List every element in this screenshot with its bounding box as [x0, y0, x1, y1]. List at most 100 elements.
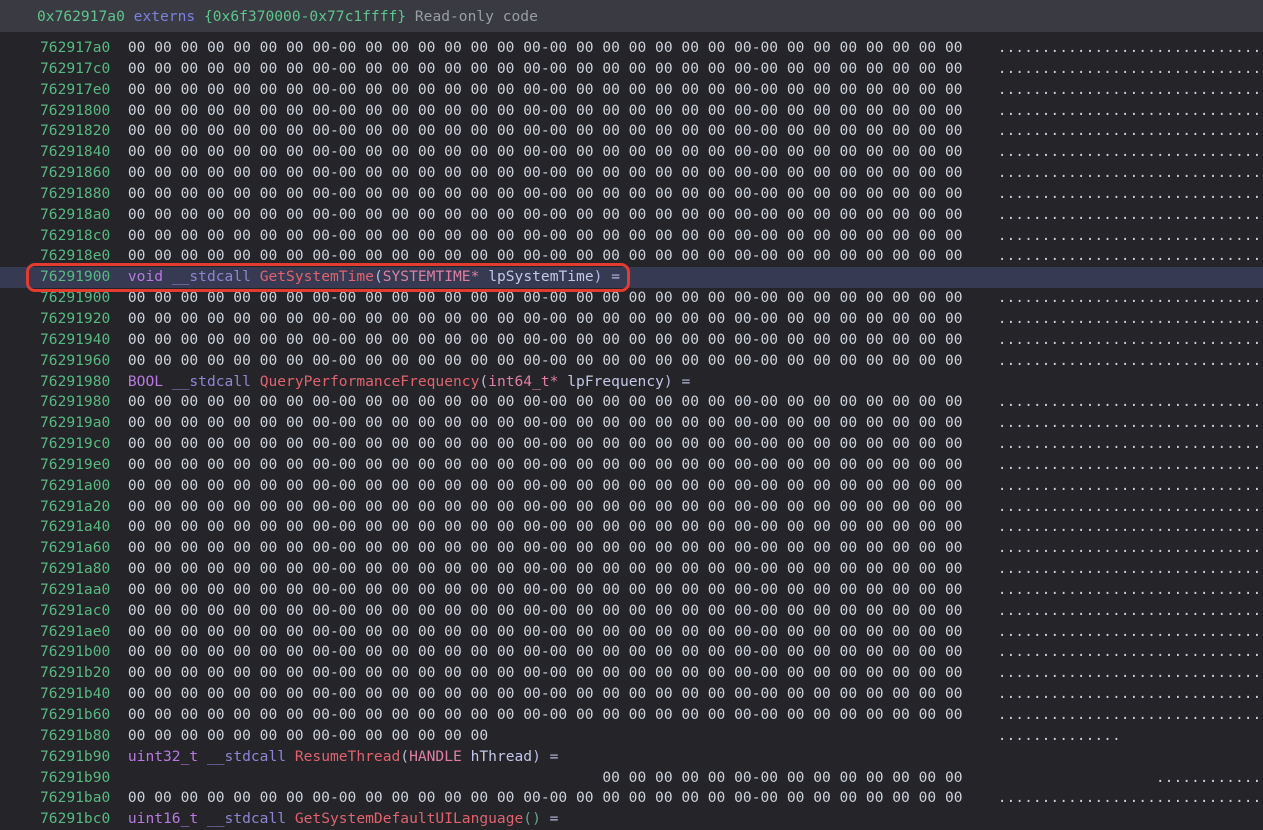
- hex-dump-row[interactable]: 76291b90 00 00 00 00 00 00-00 00 00 00 0…: [0, 768, 1263, 789]
- hex-dump-row[interactable]: 762918a0 00 00 00 00 00 00 00 00-00 00 0…: [0, 205, 1263, 226]
- column-gap: [963, 498, 998, 515]
- ascii-column: ................................: [997, 101, 1263, 119]
- token-param-type: SYSTEMTIME*: [382, 268, 480, 286]
- hex-dump-row[interactable]: 76291b80 00 00 00 00 00 00 00 00-00 00 0…: [0, 726, 1263, 747]
- hex-bytes: 00 00 00 00 00 00 00 00-00 00 00 00 00 0…: [127, 101, 963, 119]
- token-space: [286, 748, 295, 765]
- hex-bytes: 00 00 00 00 00 00 00 00-00 00 00 00 00 0…: [127, 497, 963, 515]
- ascii-column: ................................: [997, 497, 1263, 515]
- declaration-row[interactable]: 76291980 BOOL __stdcall QueryPerformance…: [0, 372, 1263, 393]
- column-gap: [963, 456, 998, 473]
- hex-dump-row[interactable]: 76291b40 00 00 00 00 00 00 00 00-00 00 0…: [0, 684, 1263, 705]
- ascii-column: ................................: [997, 539, 1263, 557]
- ascii-column: ................................: [997, 560, 1263, 578]
- hex-dump-row[interactable]: 76291880 00 00 00 00 00 00 00 00-00 00 0…: [0, 184, 1263, 205]
- token-calling-convention: __stdcall: [171, 372, 251, 390]
- address-label: 76291b90: [40, 747, 111, 765]
- hex-dump-row[interactable]: 762918c0 00 00 00 00 00 00 00 00-00 00 0…: [0, 226, 1263, 247]
- hex-view[interactable]: 762917a0 00 00 00 00 00 00 00 00-00 00 0…: [0, 32, 1263, 830]
- declaration-row[interactable]: 76291b90 uint32_t __stdcall ResumeThread…: [0, 747, 1263, 768]
- hex-dump-row[interactable]: 762919a0 00 00 00 00 00 00 00 00-00 00 0…: [0, 413, 1263, 434]
- token-param-name: lpSystemTime: [488, 268, 594, 286]
- address-label: 76291940: [40, 330, 111, 348]
- hex-dump-row[interactable]: 76291b20 00 00 00 00 00 00 00 00-00 00 0…: [0, 663, 1263, 684]
- hex-dump-row[interactable]: 76291ac0 00 00 00 00 00 00 00 00-00 00 0…: [0, 601, 1263, 622]
- column-gap: [963, 602, 998, 619]
- hex-dump-row[interactable]: 76291ae0 00 00 00 00 00 00 00 00-00 00 0…: [0, 622, 1263, 643]
- column-gap: [963, 39, 998, 56]
- ascii-column: ..............: [997, 768, 1263, 786]
- hex-bytes: 00 00 00 00 00 00 00 00-00 00 00 00 00 0…: [127, 560, 963, 578]
- column-gap: [963, 60, 998, 77]
- token-punctuation: ) =: [663, 372, 691, 390]
- address-label: 76291800: [40, 101, 111, 119]
- address-label: 76291900: [40, 268, 111, 286]
- hex-bytes: 00 00 00 00 00 00 00 00-00 00 00 00 00 0…: [127, 539, 963, 557]
- column-gap: [963, 664, 998, 681]
- hex-bytes: 00 00 00 00 00 00 00 00-00 00 00 00 00 0…: [127, 518, 963, 536]
- ascii-column: ................................: [997, 309, 1263, 327]
- hex-dump-row[interactable]: 762917a0 00 00 00 00 00 00 00 00-00 00 0…: [0, 38, 1263, 59]
- hex-dump-row[interactable]: 762919c0 00 00 00 00 00 00 00 00-00 00 0…: [0, 434, 1263, 455]
- hex-dump-row[interactable]: 76291920 00 00 00 00 00 00 00 00-00 00 0…: [0, 309, 1263, 330]
- hex-dump-row[interactable]: 76291840 00 00 00 00 00 00 00 00-00 00 0…: [0, 142, 1263, 163]
- column-gap: [963, 769, 998, 786]
- declaration-row[interactable]: 76291900 void __stdcall GetSystemTime(SY…: [0, 263, 1263, 293]
- address-label: 76291a00: [40, 476, 111, 494]
- hex-dump-row[interactable]: 76291a20 00 00 00 00 00 00 00 00-00 00 0…: [0, 497, 1263, 518]
- ascii-column: ................................: [997, 289, 1263, 307]
- status-segment-label: externs: [133, 7, 196, 25]
- hex-dump-row[interactable]: 76291b00 00 00 00 00 00 00 00 00-00 00 0…: [0, 642, 1263, 663]
- hex-dump-row[interactable]: 76291980 00 00 00 00 00 00 00 00-00 00 0…: [0, 392, 1263, 413]
- ascii-column: ................................: [997, 247, 1263, 265]
- hex-dump-row[interactable]: 762917e0 00 00 00 00 00 00 00 00-00 00 0…: [0, 80, 1263, 101]
- ascii-column: ................................: [997, 226, 1263, 244]
- ascii-column: ................................: [997, 205, 1263, 223]
- declaration-row[interactable]: 76291bc0 uint16_t __stdcall GetSystemDef…: [0, 809, 1263, 830]
- hex-dump-row[interactable]: 76291aa0 00 00 00 00 00 00 00 00-00 00 0…: [0, 580, 1263, 601]
- ascii-column: ................................: [997, 622, 1263, 640]
- ascii-column: ................................: [997, 685, 1263, 703]
- ascii-column: ................................: [997, 706, 1263, 723]
- hex-dump-row[interactable]: 76291820 00 00 00 00 00 00 00 00-00 00 0…: [0, 121, 1263, 142]
- hex-dump-row[interactable]: 76291860 00 00 00 00 00 00 00 00-00 00 0…: [0, 163, 1263, 184]
- hex-dump-row[interactable]: 762919e0 00 00 00 00 00 00 00 00-00 00 0…: [0, 455, 1263, 476]
- hex-dump-row[interactable]: 76291960 00 00 00 00 00 00 00 00-00 00 0…: [0, 351, 1263, 372]
- ascii-column: ................................: [997, 393, 1263, 411]
- column-gap: [963, 164, 998, 181]
- column-gap: [963, 352, 998, 369]
- ascii-column: ................................: [997, 414, 1263, 432]
- hex-bytes: 00 00 00 00 00 00 00 00-00 00 00 00 00 0…: [127, 476, 963, 494]
- column-gap: [963, 122, 998, 139]
- hex-dump-row[interactable]: 76291940 00 00 00 00 00 00 00 00-00 00 0…: [0, 330, 1263, 351]
- hex-dump-row[interactable]: 762917c0 00 00 00 00 00 00 00 00-00 00 0…: [0, 59, 1263, 80]
- token-punctuation: ) =: [593, 268, 620, 286]
- address-label: 762918c0: [40, 226, 111, 244]
- hex-bytes: 00 00 00 00 00 00 00 00-00 00 00 00 00 0…: [127, 184, 963, 202]
- hex-bytes: 00 00 00 00 00 00 00 00-00 00 00 00 00 0…: [127, 205, 963, 223]
- hex-dump-row[interactable]: 76291800 00 00 00 00 00 00 00 00-00 00 0…: [0, 101, 1263, 122]
- address-label: 76291a40: [40, 518, 111, 536]
- hex-dump-row[interactable]: 76291b60 00 00 00 00 00 00 00 00-00 00 0…: [0, 705, 1263, 726]
- hex-dump-row[interactable]: 76291a60 00 00 00 00 00 00 00 00-00 00 0…: [0, 538, 1263, 559]
- ascii-column: ................................: [997, 518, 1263, 536]
- token-return-type: BOOL: [127, 372, 164, 390]
- hex-bytes: 00 00 00 00 00 00 00 00-00 00 00 00 00 0…: [127, 664, 963, 682]
- token-return-type: void: [127, 268, 164, 286]
- hex-dump-row[interactable]: 76291a80 00 00 00 00 00 00 00 00-00 00 0…: [0, 559, 1263, 580]
- hex-dump-row[interactable]: 762918e0 00 00 00 00 00 00 00 00-00 00 0…: [0, 246, 1263, 267]
- column-gap: [963, 477, 998, 494]
- column-gap: [963, 560, 998, 577]
- ascii-column: ................................: [997, 80, 1263, 98]
- hex-dump-row[interactable]: 76291900 00 00 00 00 00 00 00 00-00 00 0…: [0, 288, 1263, 309]
- column-gap: [963, 435, 998, 452]
- address-label: 762917e0: [40, 80, 111, 98]
- address-label: 76291820: [40, 122, 111, 140]
- token-space: [251, 268, 260, 285]
- address-label: 76291b60: [40, 706, 111, 723]
- hex-dump-row[interactable]: 76291ba0 00 00 00 00 00 00 00 00-00 00 0…: [0, 788, 1263, 809]
- hex-dump-row[interactable]: 76291a40 00 00 00 00 00 00 00 00-00 00 0…: [0, 517, 1263, 538]
- hex-dump-row[interactable]: 76291a00 00 00 00 00 00 00 00 00-00 00 0…: [0, 476, 1263, 497]
- column-gap: [963, 581, 998, 598]
- hex-bytes: 00 00 00 00 00 00 00 00-00 00 00 00 00 0…: [127, 789, 963, 807]
